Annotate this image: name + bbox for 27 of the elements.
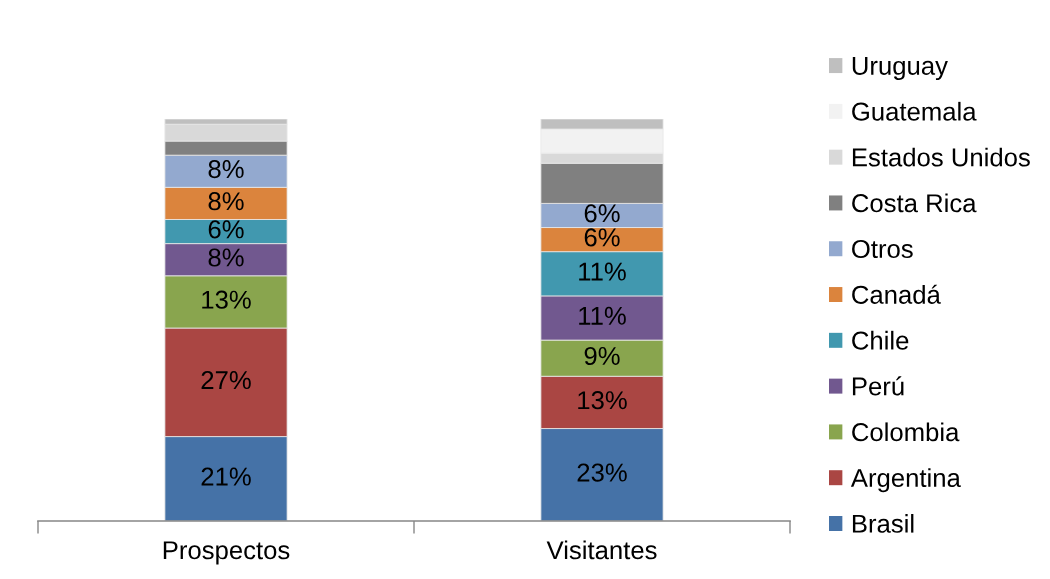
data-label: 23% (577, 463, 627, 482)
legend-label: Argentina (850, 468, 961, 493)
data-label: 8% (208, 159, 244, 179)
data-label: 8% (208, 192, 244, 211)
legend-label: Otros (852, 239, 913, 259)
data-label: 6% (208, 220, 244, 239)
data-label: 6% (584, 228, 620, 247)
data-label: 6% (584, 204, 620, 223)
legend-label: Guatemala (852, 101, 977, 121)
x-tick-label: Visitantes (546, 540, 657, 560)
data-label: 27% (201, 371, 251, 390)
data-label: 8% (208, 248, 244, 267)
data-label: 13% (202, 290, 251, 309)
data-label: 11% (579, 306, 626, 325)
data-label: 11% (579, 262, 626, 281)
legend-label: Uruguay (852, 57, 948, 81)
data-label: 9% (584, 346, 620, 366)
legend-label: Estados Unidos (852, 147, 1030, 167)
legend-label: Costa Rica (852, 193, 977, 213)
legend-label: Brasil (852, 513, 914, 533)
data-label: 13% (578, 391, 627, 410)
x-tick-label: Prospectos (163, 541, 290, 565)
data-label: 21% (201, 467, 251, 486)
legend-label: Perú (852, 376, 904, 396)
legend-label: Colombia (852, 422, 960, 442)
legend-label: Chile (852, 330, 909, 350)
legend-label: Canadá (852, 284, 941, 304)
